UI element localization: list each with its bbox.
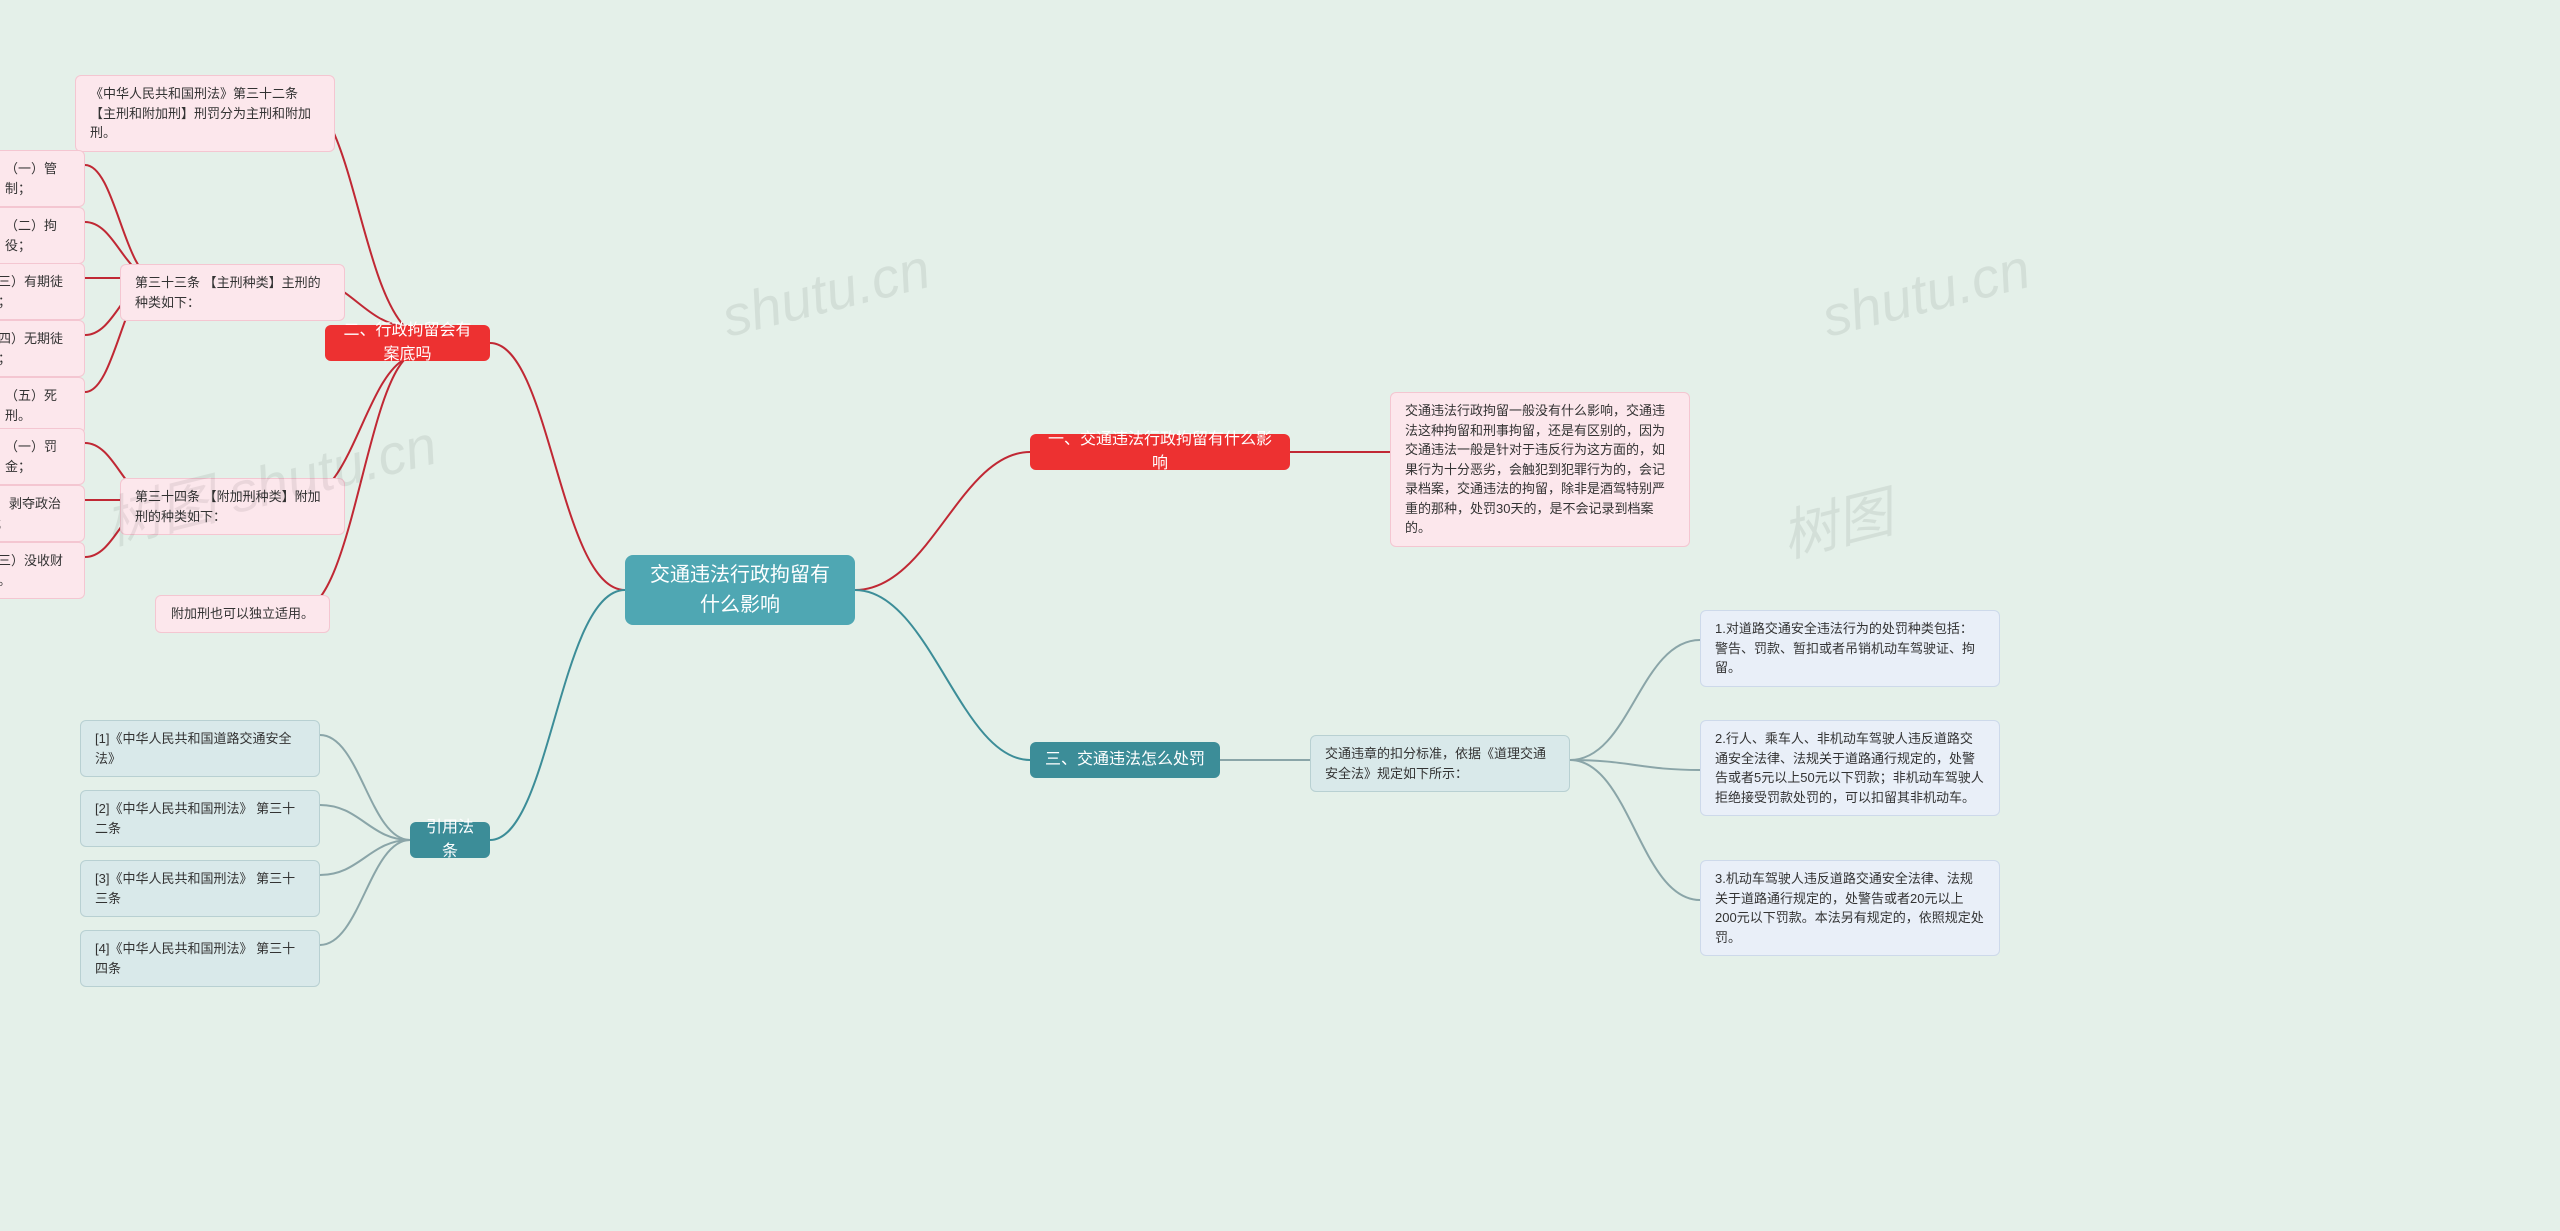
branch-3-leaf-3: 3.机动车驾驶人违反道路交通安全法律、法规关于道路通行规定的，处警告或者20元以… [1700, 860, 2000, 956]
leaf-art33-item-2: （二）拘役； [0, 207, 85, 264]
branch-1-leaf: 交通违法行政拘留一般没有什么影响，交通违法这种拘留和刑事拘留，还是有区别的，因为… [1390, 392, 1690, 547]
leaf-art32: 《中华人民共和国刑法》第三十二条 【主刑和附加刑】刑罚分为主刑和附加刑。 [75, 75, 335, 152]
leaf-art34: 第三十四条 【附加刑种类】附加刑的种类如下： [120, 478, 345, 535]
branch-2-label: 二、行政拘留会有案底吗 [339, 319, 476, 367]
refs-item-4: [4]《中华人民共和国刑法》 第三十四条 [80, 930, 320, 987]
leaf-art33-item-1: （一）管制； [0, 150, 85, 207]
connector-layer [0, 0, 2560, 1231]
leaf-art34-item-3: （三）没收财产。 [0, 542, 85, 599]
watermark: shutu.cn [1815, 235, 2036, 349]
refs-item-2: [2]《中华人民共和国刑法》 第三十二条 [80, 790, 320, 847]
branch-3-mid: 交通违章的扣分标准，依据《道理交通安全法》规定如下所示： [1310, 735, 1570, 792]
branch-3[interactable]: 三、交通违法怎么处罚 [1030, 742, 1220, 778]
branch-1[interactable]: 一、交通违法行政拘留有什么影响 [1030, 434, 1290, 470]
leaf-art33-item-3: （三）有期徒刑； [0, 263, 85, 320]
refs-item-3: [3]《中华人民共和国刑法》 第三十三条 [80, 860, 320, 917]
leaf-art34-item-1: （一）罚金； [0, 428, 85, 485]
watermark: shutu.cn [715, 235, 936, 349]
leaf-extra: 附加刑也可以独立适用。 [155, 595, 330, 633]
branch-3-leaf-1: 1.对道路交通安全违法行为的处罚种类包括：警告、罚款、暂扣或者吊销机动车驾驶证、… [1700, 610, 2000, 687]
branch-2[interactable]: 二、行政拘留会有案底吗 [325, 325, 490, 361]
branch-3-leaf-2: 2.行人、乘车人、非机动车驾驶人违反道路交通安全法律、法规关于道路通行规定的，处… [1700, 720, 2000, 816]
root-node[interactable]: 交通违法行政拘留有什么影响 [625, 555, 855, 625]
watermark: 树图 [1772, 468, 1900, 574]
branch-refs[interactable]: 引用法条 [410, 822, 490, 858]
refs-item-1: [1]《中华人民共和国道路交通安全法》 [80, 720, 320, 777]
leaf-art33-item-5: （五）死刑。 [0, 377, 85, 434]
leaf-art34-item-2: （二）剥夺政治权利； [0, 485, 85, 542]
leaf-art33-item-4: （四）无期徒刑； [0, 320, 85, 377]
leaf-art33: 第三十三条 【主刑种类】主刑的种类如下： [120, 264, 345, 321]
